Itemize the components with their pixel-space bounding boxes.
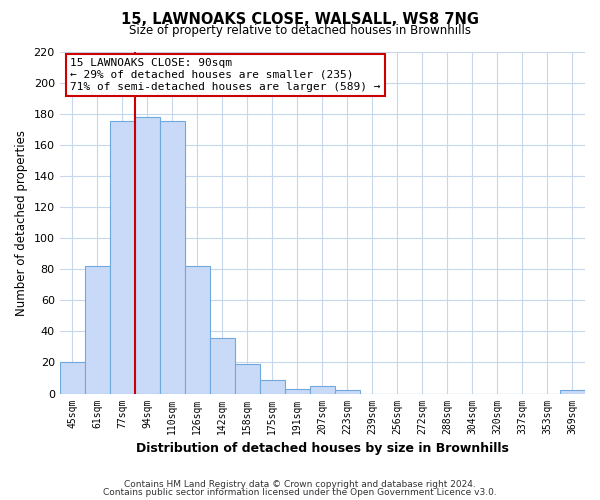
Text: Contains public sector information licensed under the Open Government Licence v3: Contains public sector information licen… (103, 488, 497, 497)
Bar (85, 266, 110, 394)
Bar (560, 390, 585, 394)
Bar (335, 390, 360, 394)
X-axis label: Distribution of detached houses by size in Brownhills: Distribution of detached houses by size … (136, 442, 509, 455)
Y-axis label: Number of detached properties: Number of detached properties (15, 130, 28, 316)
Text: 15, LAWNOAKS CLOSE, WALSALL, WS8 7NG: 15, LAWNOAKS CLOSE, WALSALL, WS8 7NG (121, 12, 479, 28)
Bar (235, 364, 260, 394)
Bar (260, 380, 285, 394)
Text: Contains HM Land Registry data © Crown copyright and database right 2024.: Contains HM Land Registry data © Crown c… (124, 480, 476, 489)
Text: 15 LAWNOAKS CLOSE: 90sqm
← 29% of detached houses are smaller (235)
71% of semi-: 15 LAWNOAKS CLOSE: 90sqm ← 29% of detach… (70, 58, 380, 92)
Bar (110, 122, 135, 394)
Bar (285, 389, 310, 394)
Bar (310, 386, 335, 394)
Bar (59, 362, 85, 394)
Text: Size of property relative to detached houses in Brownhills: Size of property relative to detached ho… (129, 24, 471, 37)
Bar (135, 117, 160, 394)
Bar (185, 266, 210, 394)
Bar (210, 338, 235, 394)
Bar (160, 122, 185, 394)
